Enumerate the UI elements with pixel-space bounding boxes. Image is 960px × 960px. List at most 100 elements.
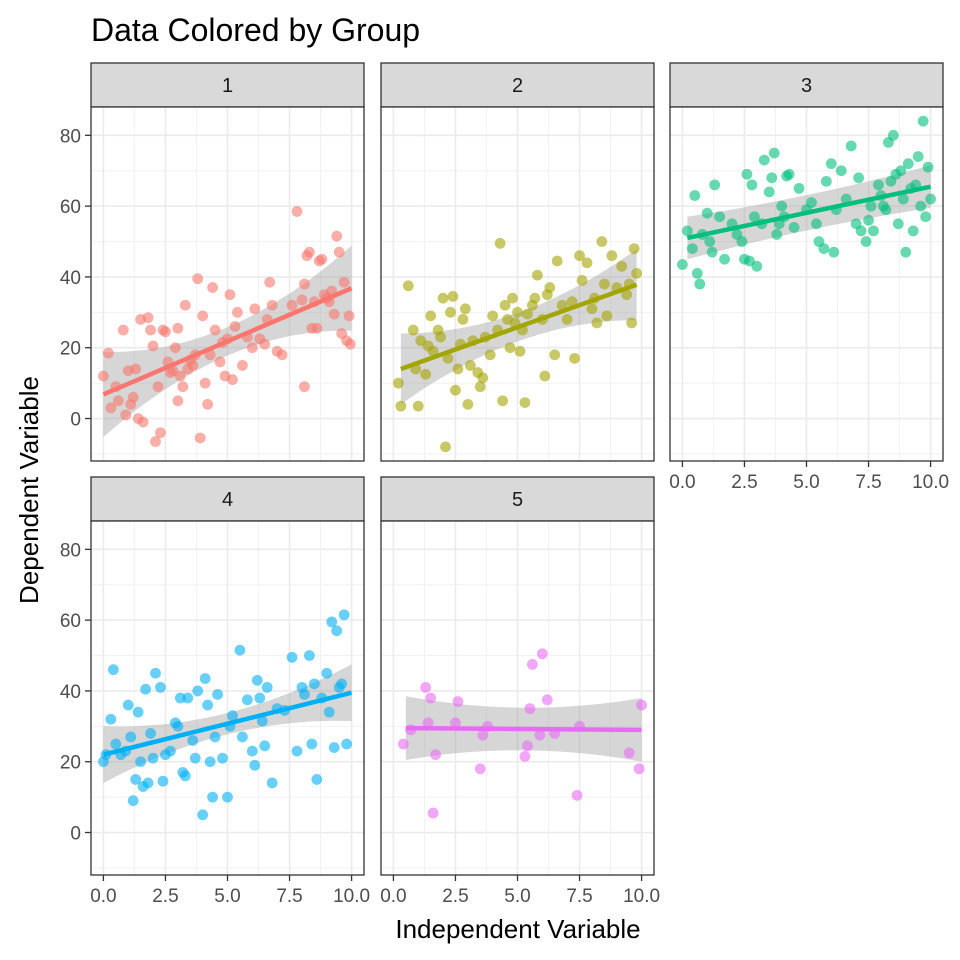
data-point — [828, 246, 840, 258]
facet-panel-5: 5 0.0 2.5 5.0 7.5 10.0 — [380, 476, 660, 907]
data-point — [519, 397, 531, 408]
data-point — [748, 211, 760, 223]
facet-panel-2: 2 — [380, 62, 655, 462]
data-point — [534, 729, 546, 741]
data-point — [395, 400, 407, 412]
data-point — [169, 342, 181, 354]
data-point — [450, 384, 461, 396]
y-tick-label: 40 — [60, 268, 81, 289]
data-point — [291, 745, 303, 757]
trend-line — [405, 725, 642, 733]
data-point — [261, 681, 273, 693]
data-point — [316, 253, 328, 265]
data-point — [751, 260, 763, 272]
data-point — [397, 738, 409, 750]
data-point — [127, 795, 139, 807]
data-point — [902, 158, 914, 170]
data-point — [736, 236, 748, 247]
data-point — [551, 255, 563, 267]
data-point — [758, 154, 770, 166]
panel-border — [380, 106, 655, 462]
data-point — [338, 609, 350, 621]
data-point — [308, 678, 320, 690]
y-tick-label: 60 — [60, 197, 81, 218]
data-point — [304, 650, 315, 661]
panel-grid — [381, 521, 654, 875]
data-point — [249, 303, 261, 315]
data-point — [299, 689, 310, 700]
data-point — [187, 360, 199, 371]
x-tick-label: 10.0 — [623, 886, 660, 907]
data-point — [140, 683, 152, 695]
data-point — [457, 314, 469, 325]
data-point — [452, 363, 464, 375]
data-point — [105, 402, 117, 414]
data-point — [174, 692, 186, 704]
facet-strip — [90, 62, 365, 108]
data-point — [783, 168, 795, 180]
data-point — [430, 749, 441, 761]
facet-strip-label: 1 — [222, 75, 233, 97]
data-point — [182, 692, 194, 704]
data-point — [626, 317, 638, 329]
y-tick-label: 0 — [70, 824, 81, 845]
data-point — [177, 381, 189, 393]
data-point — [122, 699, 134, 711]
data-point — [299, 278, 310, 290]
data-point — [825, 158, 837, 170]
data-point — [818, 243, 830, 255]
x-tick-label: 5.0 — [793, 472, 819, 493]
data-point — [427, 807, 439, 819]
trend-line — [400, 282, 638, 372]
data-point — [107, 664, 119, 676]
data-point — [566, 296, 578, 308]
data-point — [286, 299, 298, 311]
facet-strip-label: 5 — [512, 489, 523, 511]
data-point — [544, 282, 556, 293]
data-point — [835, 165, 847, 177]
y-axis-title: Dependent Variable — [14, 376, 44, 604]
data-point — [897, 193, 909, 205]
data-point — [256, 715, 268, 727]
data-point — [845, 140, 857, 152]
data-point — [561, 314, 573, 325]
data-point — [746, 179, 758, 191]
y-tick-label: 60 — [60, 611, 81, 632]
facet-strip — [669, 62, 944, 108]
data-point — [677, 259, 688, 270]
data-point — [194, 432, 206, 444]
data-point — [873, 179, 884, 191]
data-point — [296, 294, 308, 306]
data-point — [606, 250, 618, 262]
data-point — [229, 321, 241, 332]
data-point — [172, 395, 184, 407]
data-point — [321, 667, 333, 679]
data-point — [150, 667, 161, 679]
data-point — [771, 229, 783, 240]
data-point — [452, 696, 464, 707]
data-point — [447, 290, 459, 302]
data-point — [224, 289, 236, 301]
data-point — [474, 763, 486, 775]
data-point — [266, 299, 278, 311]
data-point — [172, 322, 184, 334]
data-point — [863, 214, 874, 226]
facet-strip — [90, 476, 365, 522]
data-point — [907, 225, 919, 237]
data-point — [628, 243, 640, 255]
data-point — [912, 151, 924, 162]
data-point — [462, 398, 474, 410]
data-point — [806, 197, 817, 208]
data-point — [120, 409, 132, 421]
data-point — [202, 398, 214, 410]
y-tick-label: 80 — [60, 540, 81, 561]
data-point — [636, 699, 647, 711]
x-tick-label: 7.5 — [566, 886, 592, 907]
data-point — [549, 349, 561, 361]
data-point — [132, 706, 144, 718]
x-tick-label: 7.5 — [855, 472, 881, 493]
data-point — [591, 317, 603, 329]
x-tick-label: 5.0 — [504, 886, 530, 907]
data-point — [915, 200, 927, 212]
